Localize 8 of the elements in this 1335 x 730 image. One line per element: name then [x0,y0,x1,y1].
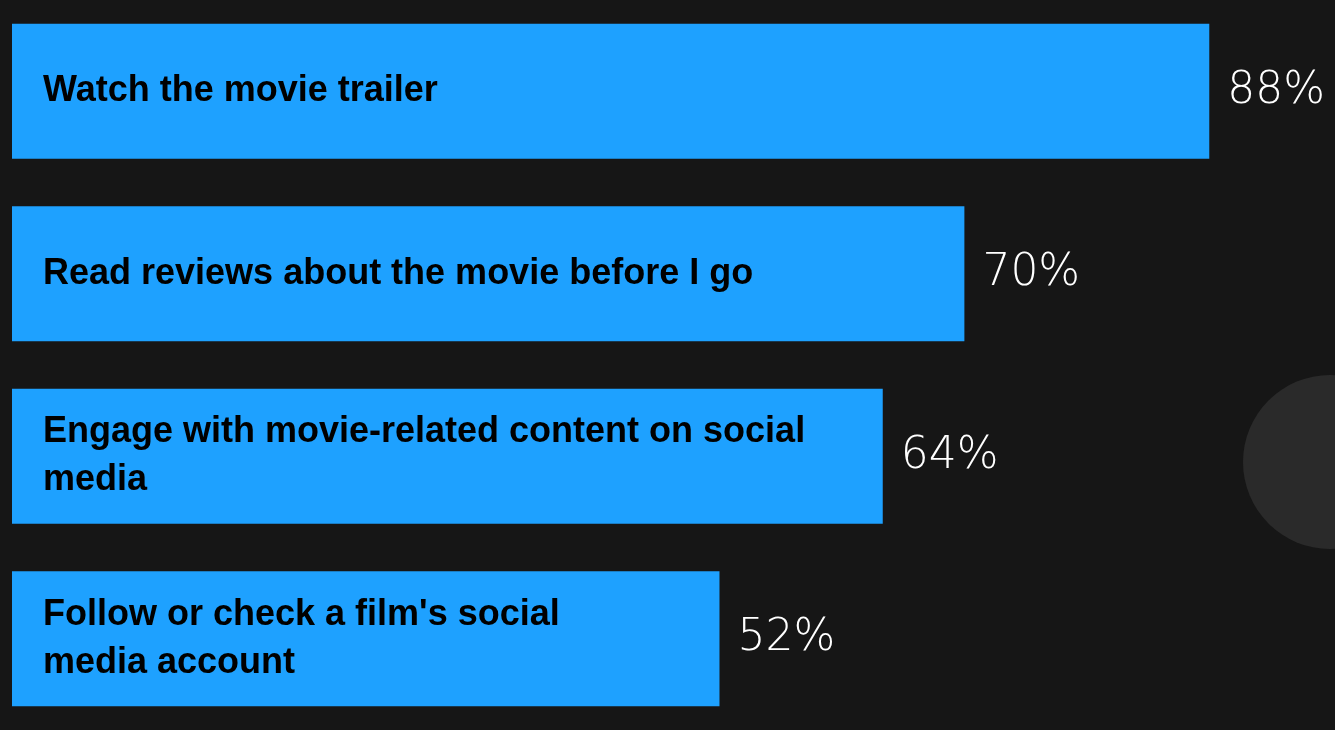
y-tick-label: Read reviews about the movie before I go [43,250,754,292]
data-label: 52% [737,609,836,661]
y-tick-label: Follow or check a film's social media account [43,591,560,681]
data-label: 88% [1227,61,1326,113]
data-label: 64% [900,426,999,478]
y-tick-label: Watch the movie trailer [43,68,438,110]
y-tick-label: Engage with movie-related content on social media [43,409,806,499]
data-label: 70% [982,244,1081,296]
